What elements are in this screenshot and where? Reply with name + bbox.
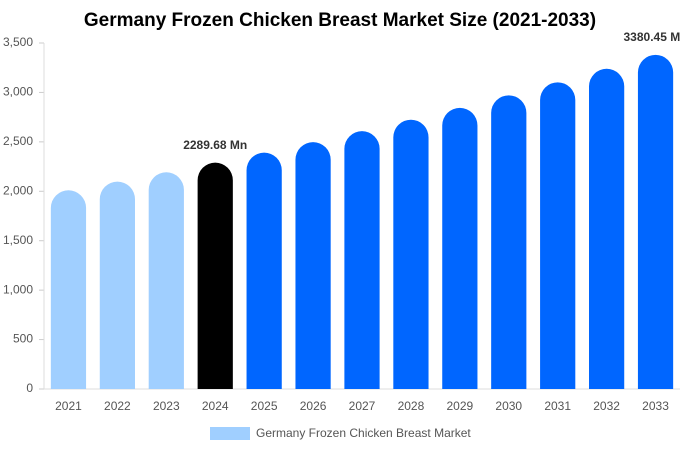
bar <box>344 131 380 389</box>
y-tick-label: 500 <box>13 332 33 346</box>
x-tick-label: 2026 <box>300 399 327 413</box>
bar <box>393 119 429 390</box>
bar <box>491 95 527 389</box>
x-tick-label: 2025 <box>251 399 278 413</box>
bar <box>442 107 478 390</box>
bar <box>637 54 674 390</box>
legend-label: Germany Frozen Chicken Breast Market <box>256 426 471 440</box>
value-label: 3380.45 Mn <box>624 30 680 44</box>
legend-swatch <box>210 427 250 440</box>
x-tick-label: 2021 <box>55 399 82 413</box>
bar <box>589 68 625 389</box>
y-tick-label: 1,500 <box>3 233 33 247</box>
y-tick-label: 2,000 <box>3 183 33 197</box>
x-tick-label: 2030 <box>495 399 522 413</box>
bar <box>295 142 331 389</box>
x-tick-label: 2023 <box>153 399 180 413</box>
x-tick-label: 2031 <box>544 399 571 413</box>
x-tick-label: 2028 <box>398 399 425 413</box>
y-tick-label: 0 <box>26 381 33 395</box>
x-tick-label: 2029 <box>446 399 473 413</box>
bar <box>148 172 184 389</box>
y-tick-label: 1,000 <box>3 282 33 296</box>
bar <box>540 82 576 389</box>
bar <box>246 152 282 389</box>
chart-title: Germany Frozen Chicken Breast Market Siz… <box>84 10 596 31</box>
bar <box>99 181 135 389</box>
x-tick-label: 2027 <box>349 399 376 413</box>
x-tick-label: 2024 <box>202 399 229 413</box>
bar <box>50 190 87 389</box>
bar <box>197 162 233 389</box>
y-tick-label: 2,500 <box>3 134 33 148</box>
x-tick-label: 2033 <box>642 399 669 413</box>
value-label: 2289.68 Mn <box>183 138 247 152</box>
y-tick-label: 3,000 <box>3 85 33 99</box>
x-tick-label: 2032 <box>593 399 620 413</box>
x-tick-label: 2022 <box>104 399 131 413</box>
y-tick-label: 3,500 <box>3 35 33 49</box>
